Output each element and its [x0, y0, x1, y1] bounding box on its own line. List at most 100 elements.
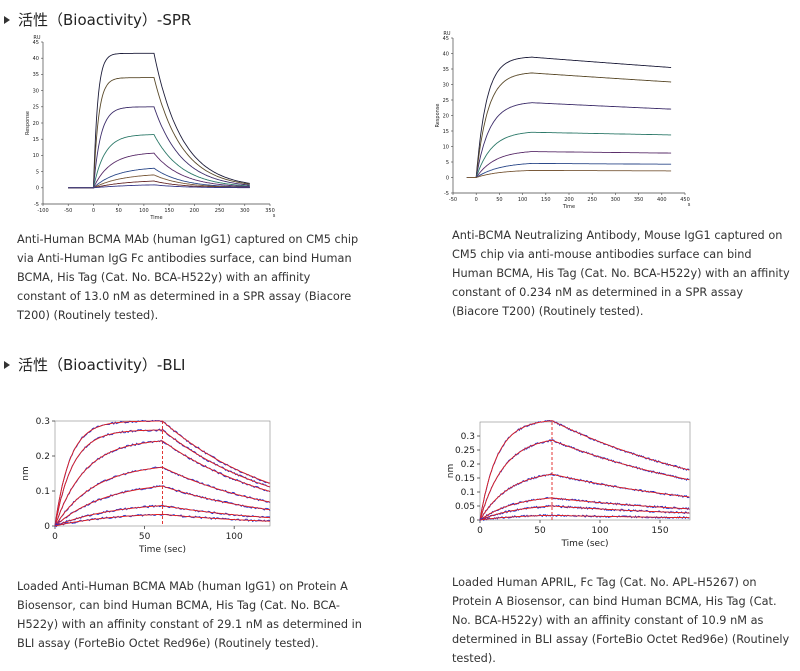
y-tick-label: 45	[443, 36, 449, 42]
x-tick-label: 250	[587, 197, 597, 203]
x-axis-label: Time	[149, 215, 162, 221]
x-tick-label: -100	[37, 208, 48, 214]
series-line-c7	[466, 170, 672, 178]
y-tick-label: 0	[469, 516, 475, 526]
fit-curve-c3	[54, 440, 271, 527]
y-axis-label: Response	[435, 103, 441, 127]
x-tick-label: 0	[477, 526, 483, 536]
y-tick-label: 35	[443, 67, 449, 73]
series-line-c5	[466, 151, 672, 178]
series-line-c7	[68, 174, 250, 189]
y-tick-label: 30	[443, 82, 449, 88]
y-tick-label: 0	[36, 186, 39, 192]
y-axis-label: Response	[25, 111, 31, 135]
x-tick-label: 200	[190, 208, 200, 214]
y-tick-label: 20	[443, 113, 449, 119]
y-tick-label: 45	[33, 40, 39, 46]
y-tick-label: 40	[33, 56, 39, 62]
measured-curve-c6	[54, 503, 271, 528]
y-tick-label: -5	[444, 191, 449, 197]
fit-curve-c1	[479, 420, 690, 521]
caption-spr-1: Anti-Human BCMA MAb (human IgG1) capture…	[17, 233, 359, 322]
caption-bli-2: Loaded Human APRIL, Fc Tag (Cat. No. APL…	[452, 576, 790, 665]
x-tick-label: 100	[518, 197, 528, 203]
y-tick-label: 0.15	[455, 474, 475, 484]
y-tick-label: 0.1	[36, 487, 50, 497]
x-tick-label: 350	[634, 197, 644, 203]
series-line-c6	[68, 167, 250, 189]
x-tick-label: 300	[240, 208, 250, 214]
x-tick-label: 250	[215, 208, 225, 214]
fit-curve-c6	[54, 505, 271, 527]
x-tick-label: 50	[139, 532, 151, 542]
y-tick-label: 0.25	[455, 446, 475, 456]
y-tick-label: 10	[33, 153, 39, 159]
x-tick-label: 150	[651, 526, 668, 536]
y-tick-label: 5	[36, 169, 39, 175]
y-tick-label: 10	[443, 144, 449, 150]
section-title-bli-text: 活性（Bioactivity）-BLI	[18, 356, 186, 374]
plot-frame	[479, 421, 691, 521]
x-tick-label: 200	[564, 197, 574, 203]
section-title-spr: 活性（Bioactivity）-SPR	[0, 9, 191, 30]
x-tick-label: 100	[591, 526, 608, 536]
fit-curve-c1	[54, 420, 271, 527]
y-unit-label: RU	[33, 35, 40, 41]
series-line-c4	[466, 131, 672, 178]
x-tick-label: 400	[657, 197, 667, 203]
x-tick-label: 0	[475, 197, 478, 203]
bullet-triangle-icon	[4, 16, 10, 24]
x-tick-label: 0	[92, 208, 95, 214]
bli-chart-2: 0 0.05 0.1 0.15 0.2 0.25 0.3 0 50 100 150 Time (sec…	[446, 420, 691, 549]
series-line-c6	[466, 162, 672, 178]
series-line-c4	[68, 134, 250, 189]
x-axis-label: Time	[562, 204, 575, 210]
y-tick-label: 25	[33, 105, 39, 111]
x-tick-label: 450	[680, 197, 690, 203]
x-unit-label: s	[688, 202, 691, 208]
y-tick-label: 40	[443, 51, 449, 57]
x-tick-label: 350	[265, 208, 275, 214]
x-tick-label: -50	[64, 208, 72, 214]
series-line-c2	[466, 72, 672, 178]
series-line-c1	[68, 52, 250, 189]
bli-chart-1: 0 0.1 0.2 0.3 0 50 100 Time (sec) nm	[21, 417, 271, 555]
y-unit-label: RU	[443, 31, 450, 37]
fit-curve-c5	[54, 485, 271, 527]
y-tick-label: 0	[446, 175, 449, 181]
fit-curve-c2	[479, 439, 690, 521]
x-tick-label: 0	[52, 532, 58, 542]
caption-spr-2: Anti-BCMA Neutralizing Antibody, Mouse I…	[452, 229, 790, 318]
y-tick-label: 20	[33, 121, 39, 127]
x-tick-label: 150	[164, 208, 174, 214]
section-title-spr-text: 活性（Bioactivity）-SPR	[18, 11, 192, 29]
x-tick-label: 50	[534, 526, 546, 536]
y-tick-label: 30	[33, 88, 39, 94]
series-line-c1	[466, 56, 672, 178]
y-tick-label: 0.05	[455, 502, 475, 512]
fit-curve-c7	[54, 513, 270, 527]
caption-bli-1: Loaded Anti-Human BCMA MAb (human IgG1) …	[17, 580, 362, 650]
y-tick-label: 15	[33, 137, 39, 143]
fit-curve-c4	[54, 466, 271, 527]
series-line-c5	[68, 152, 250, 189]
fit-curve-c6	[479, 514, 690, 521]
x-tick-label: -50	[449, 197, 457, 203]
x-tick-label: 50	[115, 208, 121, 214]
y-tick-label: 0.2	[36, 452, 50, 462]
fit-curve-c4	[479, 497, 690, 521]
fit-curve-c5	[479, 505, 690, 521]
x-axis-label: Time (sec)	[138, 545, 186, 555]
series-line-c3	[68, 106, 250, 189]
y-tick-label: 0.2	[461, 460, 475, 470]
bullet-triangle-icon	[4, 361, 10, 369]
fit-curve-c2	[54, 429, 271, 527]
y-tick-label: 0	[44, 522, 50, 532]
x-tick-label: 50	[496, 197, 502, 203]
y-tick-label: 25	[443, 98, 449, 104]
y-tick-label: 5	[446, 160, 449, 166]
y-axis-label: nm	[446, 464, 456, 478]
x-tick-label: 150	[541, 197, 551, 203]
